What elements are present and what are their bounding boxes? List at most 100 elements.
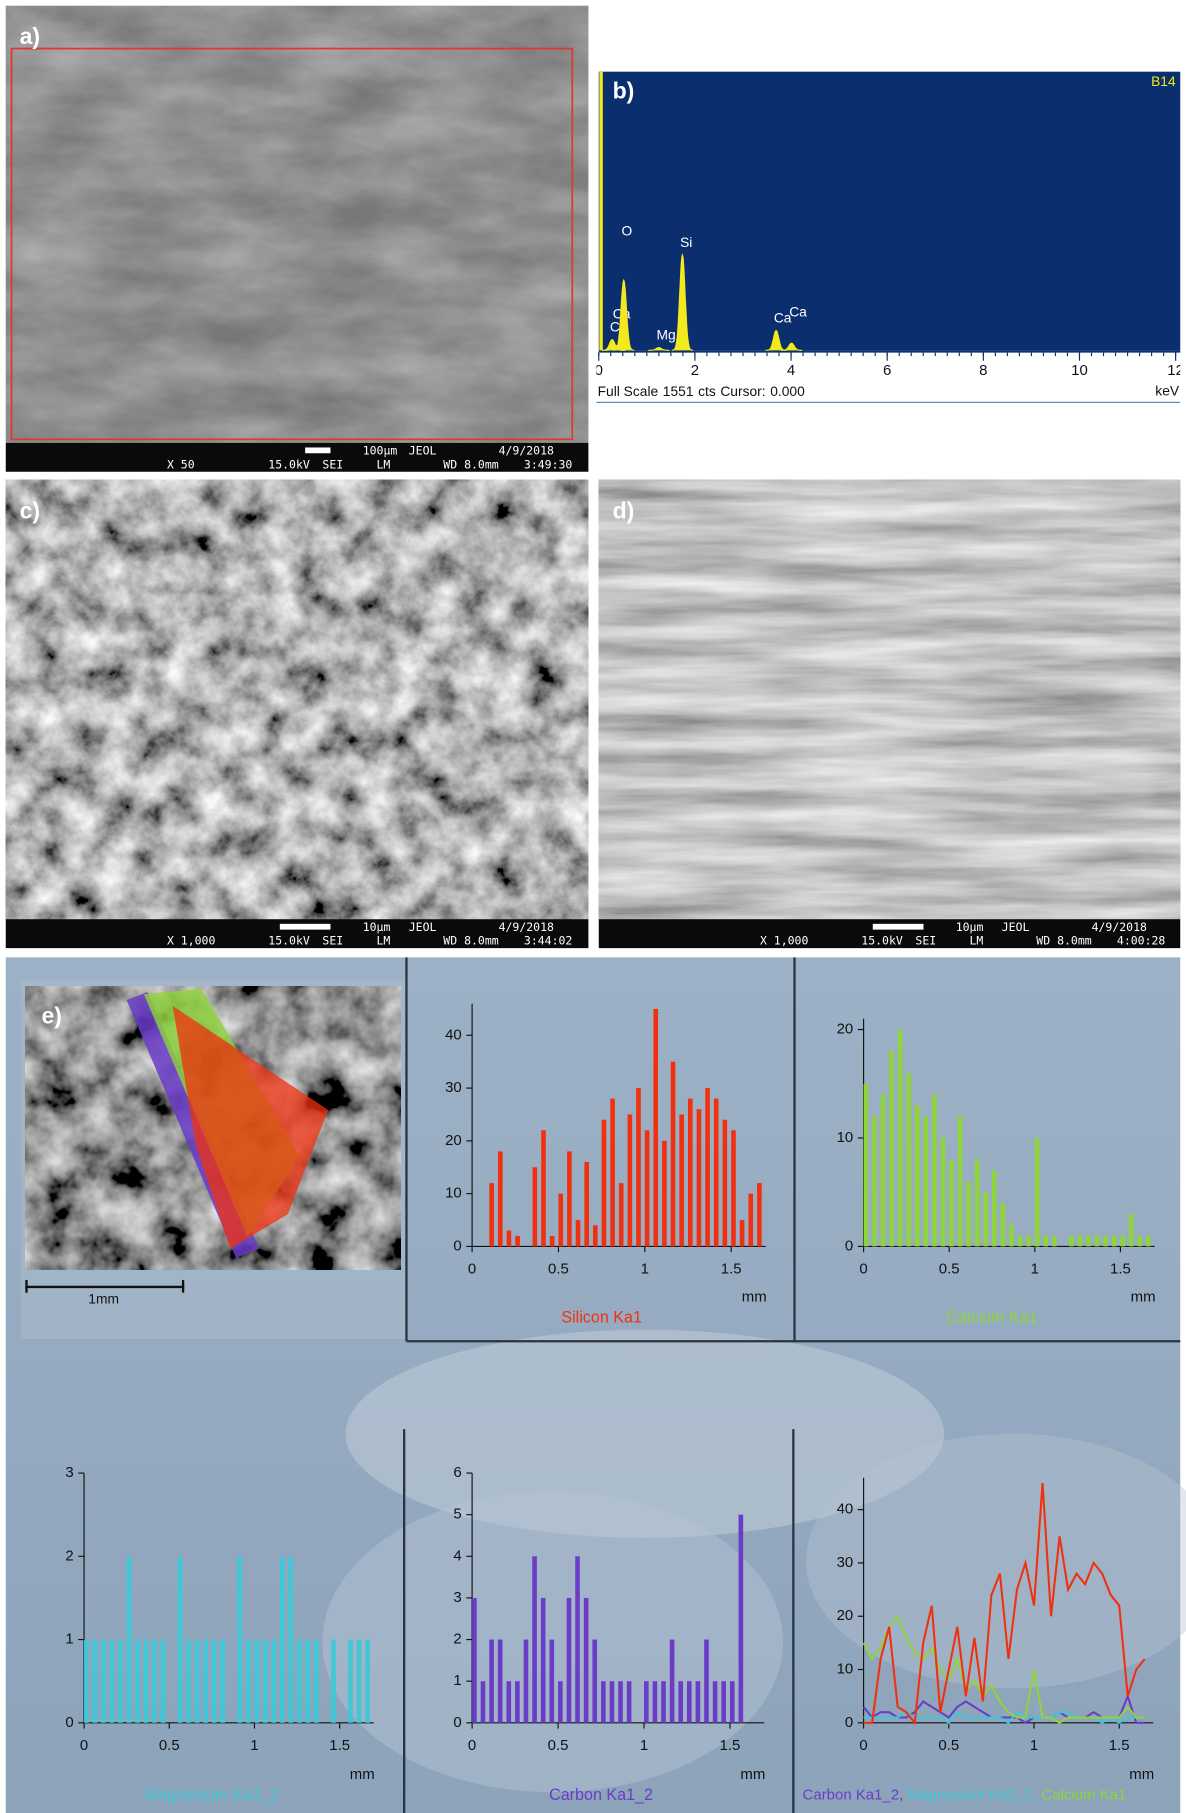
profile-bar [575, 1556, 580, 1723]
profile-bar [661, 1681, 666, 1723]
y-tick-label: 10 [837, 1129, 854, 1146]
x-tick-label: 0.5 [548, 1261, 569, 1278]
y-tick-label: 0 [845, 1237, 853, 1254]
info-time: 3:44:02 [524, 934, 572, 948]
profile-bar [940, 1137, 946, 1247]
peak [671, 253, 694, 351]
x-unit: mm [1131, 1288, 1156, 1305]
profile-bar [348, 1639, 353, 1723]
y-tick-label: 0 [453, 1237, 461, 1254]
x-tick-label: 1.5 [721, 1261, 742, 1278]
profile-bar [1103, 1235, 1108, 1247]
profile-bar [757, 1183, 762, 1247]
overlay-line [863, 1710, 1145, 1725]
profile-bar [949, 1159, 954, 1247]
x-tick-label: 1.5 [1109, 1737, 1130, 1754]
profile-bar [679, 1114, 684, 1247]
profile-bar [1120, 1235, 1126, 1247]
profile-bar [498, 1151, 503, 1247]
profile-bar [583, 1597, 589, 1723]
x-tick-label: 4 [787, 362, 795, 379]
profile-bar [515, 1235, 520, 1247]
profile-bar [567, 1151, 572, 1247]
y-tick-label: 2 [65, 1547, 73, 1564]
y-tick-label: 4 [453, 1547, 461, 1564]
x-tick-label: 1.5 [1110, 1261, 1131, 1278]
peak [613, 278, 635, 351]
profile-bar [704, 1639, 709, 1723]
profile-bar [540, 1597, 546, 1723]
info-mode: SEI [915, 934, 936, 948]
scale-bar [305, 447, 331, 454]
profile-bar [211, 1639, 217, 1723]
profile-bar [126, 1556, 132, 1723]
profile-bar [729, 1681, 735, 1723]
profile-bar [653, 1008, 659, 1247]
profile-bar [593, 1225, 598, 1247]
x-tick-label: 1 [1031, 1261, 1039, 1278]
profile-bar [237, 1556, 243, 1723]
info-date: 4/9/2018 [1092, 920, 1147, 934]
x-tick-label: 1 [250, 1737, 258, 1754]
scale-bar [872, 923, 924, 930]
peak-label: Ca [789, 304, 807, 320]
footer-part: cts [698, 383, 716, 399]
profile-bar [160, 1639, 166, 1723]
info-mode: SEI [322, 934, 343, 948]
profile-bar [532, 1167, 538, 1247]
profile-bar [584, 1161, 589, 1247]
profile-bar [1034, 1137, 1040, 1247]
profile-bar [280, 1556, 285, 1723]
profile-bar [610, 1098, 615, 1247]
profile-bar [872, 1116, 877, 1247]
profile-bar [480, 1681, 486, 1723]
x-tick-label: 0 [859, 1737, 867, 1754]
panel-label: e) [41, 1003, 61, 1029]
x-unit: mm [742, 1288, 767, 1305]
profile-bar [566, 1597, 572, 1723]
x-tick-label: 6 [883, 362, 891, 379]
profile-bar [1017, 1235, 1023, 1247]
profile-bar [696, 1109, 702, 1247]
x-tick-label: 1.5 [720, 1737, 741, 1754]
x-tick-label: 0.5 [939, 1261, 960, 1278]
scan-strip [172, 1005, 329, 1249]
info-maker: JEOL [409, 920, 437, 934]
profile-bar [722, 1119, 728, 1247]
profile-bar [186, 1639, 191, 1723]
sample-id: B14 [1151, 73, 1176, 89]
panel-label: b) [613, 78, 635, 104]
profile-bar [549, 1639, 555, 1723]
legend-entry: Calcium Ka1 [1041, 1787, 1126, 1804]
info-lens: LM [970, 934, 984, 948]
info-magnification: X 1,000 [167, 934, 215, 948]
peak [648, 347, 670, 351]
profile-bar [705, 1088, 710, 1247]
profile-bar [626, 1681, 632, 1723]
y-tick-label: 0 [65, 1714, 73, 1731]
profile-bar [92, 1639, 98, 1723]
y-tick-label: 40 [445, 1026, 462, 1043]
profile-name: Magnesium Ka1_2 [145, 1786, 279, 1804]
peak-label: Si [680, 234, 692, 250]
info-magnification: X 1,000 [760, 934, 808, 948]
profile-bar [194, 1639, 200, 1723]
footer-part: Full Scale [598, 383, 659, 399]
profile-bar [1146, 1235, 1151, 1247]
profile-bar [549, 1235, 555, 1247]
profile-bar [923, 1116, 929, 1247]
y-tick-label: 0 [845, 1714, 853, 1731]
info-mode: SEI [322, 457, 343, 471]
profile-bar [143, 1639, 149, 1723]
analysis-region [10, 47, 574, 441]
profile-bar [506, 1681, 512, 1723]
profile-bar [365, 1639, 370, 1723]
profile-bar [288, 1556, 294, 1723]
y-tick-label: 6 [453, 1464, 461, 1481]
info-scale: 10μm [956, 920, 984, 934]
info-working-distance: WD 8.0mm [1036, 934, 1091, 948]
profile-bar [523, 1639, 529, 1723]
profile-bar [558, 1193, 564, 1247]
profile-bar [1137, 1235, 1143, 1247]
